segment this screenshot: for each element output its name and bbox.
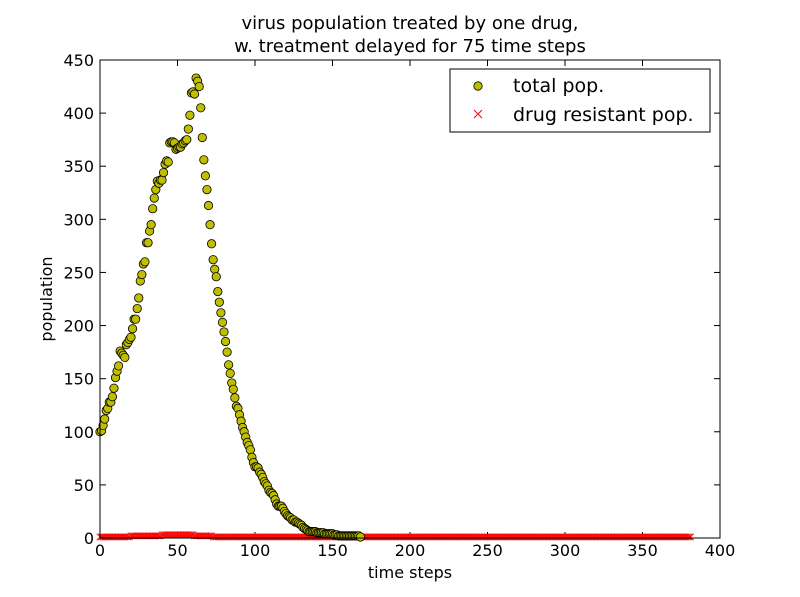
total-pop-point bbox=[210, 264, 220, 274]
chart-title-line2: w. treatment delayed for 75 time steps bbox=[234, 36, 586, 57]
resistant-point bbox=[186, 531, 194, 539]
y-tick-label: 50 bbox=[74, 476, 94, 495]
total-pop-point bbox=[126, 332, 136, 342]
x-tick-label: 350 bbox=[627, 541, 658, 560]
total-pop-point bbox=[211, 272, 221, 282]
total-pop-point bbox=[131, 314, 141, 324]
x-axis-label: time steps bbox=[368, 563, 452, 582]
total-pop-point bbox=[137, 269, 147, 280]
legend: total pop. drug resistant pop. bbox=[449, 68, 711, 133]
total-pop-point bbox=[208, 255, 218, 265]
y-tick-label: 0 bbox=[84, 529, 94, 548]
total-pop-point bbox=[199, 155, 209, 165]
total-pop-point bbox=[222, 347, 232, 357]
total-pop-point bbox=[202, 184, 212, 195]
legend-marker-total-pop bbox=[473, 81, 483, 91]
total-pop-point bbox=[214, 297, 224, 307]
total-pop-point bbox=[219, 327, 229, 337]
legend-marker-drug-resistant-pop bbox=[473, 109, 483, 119]
resistant-point bbox=[685, 533, 693, 541]
axes-frame bbox=[99, 59, 721, 539]
y-tick-label: 450 bbox=[63, 51, 94, 70]
y-tick-label: 100 bbox=[63, 423, 94, 442]
total-pop-point bbox=[140, 257, 150, 267]
y-tick-label: 150 bbox=[63, 370, 94, 389]
total-pop-point bbox=[228, 384, 238, 394]
total-pop-point bbox=[157, 175, 167, 185]
x-tick-label: 250 bbox=[472, 541, 503, 560]
total-pop-point bbox=[217, 317, 228, 327]
total-pop-point bbox=[230, 393, 240, 403]
total-pop-point bbox=[158, 167, 169, 178]
legend-box bbox=[449, 68, 711, 133]
x-tick-label: 0 bbox=[95, 541, 105, 560]
legend-label-drug-resistant-pop: drug resistant pop. bbox=[513, 104, 694, 126]
y-tick-label: 200 bbox=[63, 317, 94, 336]
total-pop-point bbox=[220, 336, 231, 347]
total-pop-point bbox=[185, 110, 195, 120]
total-pop-point bbox=[114, 361, 124, 371]
total-pop-point bbox=[245, 445, 255, 455]
total-pop-point bbox=[194, 81, 204, 92]
y-tick-label: 300 bbox=[63, 210, 94, 229]
total-pop-point bbox=[213, 286, 223, 297]
legend-label-total-pop: total pop. bbox=[513, 75, 604, 97]
total-pop-point bbox=[163, 157, 173, 167]
total-pop-point bbox=[146, 220, 156, 230]
total-pop-point bbox=[127, 324, 138, 334]
x-tick-label: 400 bbox=[705, 541, 736, 560]
total-pop-point bbox=[224, 360, 234, 370]
total-pop-point bbox=[183, 124, 193, 134]
y-tick-label: 400 bbox=[63, 104, 94, 123]
chart-title-line1: virus population treated by one drug, bbox=[242, 13, 579, 34]
y-axis-label: population bbox=[37, 256, 56, 341]
total-pop-point bbox=[355, 532, 365, 542]
total-pop-point bbox=[100, 414, 110, 424]
total-pop-point bbox=[216, 308, 226, 318]
total-pop-point bbox=[200, 171, 210, 181]
x-tick-label: 150 bbox=[317, 541, 348, 560]
resistant-point bbox=[687, 533, 695, 541]
total-pop-point bbox=[148, 204, 158, 214]
y-tick-label: 250 bbox=[63, 263, 94, 282]
total-pop-point bbox=[120, 352, 130, 363]
total-pop-point bbox=[109, 383, 119, 393]
total-pop-point bbox=[207, 239, 217, 249]
x-tick-label: 50 bbox=[167, 541, 187, 560]
resistant-point bbox=[683, 533, 691, 541]
series-total-pop bbox=[95, 73, 365, 542]
total-pop-point bbox=[225, 368, 235, 378]
total-pop-point bbox=[182, 135, 192, 145]
total-pop-point bbox=[149, 193, 159, 203]
resistant-point bbox=[122, 533, 130, 541]
total-pop-point bbox=[189, 89, 200, 99]
total-pop-point bbox=[203, 200, 214, 211]
total-pop-point bbox=[197, 132, 207, 143]
y-tick-label: 350 bbox=[63, 157, 94, 176]
total-pop-point bbox=[107, 392, 118, 402]
total-pop-point bbox=[205, 220, 215, 230]
tick-layer: 0 50 100 150 200 250 300 350 400 0 50 100 150 200 250 3… bbox=[63, 51, 735, 560]
total-pop-point bbox=[143, 238, 153, 248]
total-pop-point bbox=[196, 103, 206, 113]
total-pop-point bbox=[134, 293, 144, 303]
x-tick-label: 200 bbox=[395, 541, 426, 560]
x-tick-label: 300 bbox=[550, 541, 581, 560]
x-tick-label: 100 bbox=[240, 541, 271, 560]
plot-area bbox=[95, 73, 695, 542]
total-pop-point bbox=[132, 303, 142, 314]
